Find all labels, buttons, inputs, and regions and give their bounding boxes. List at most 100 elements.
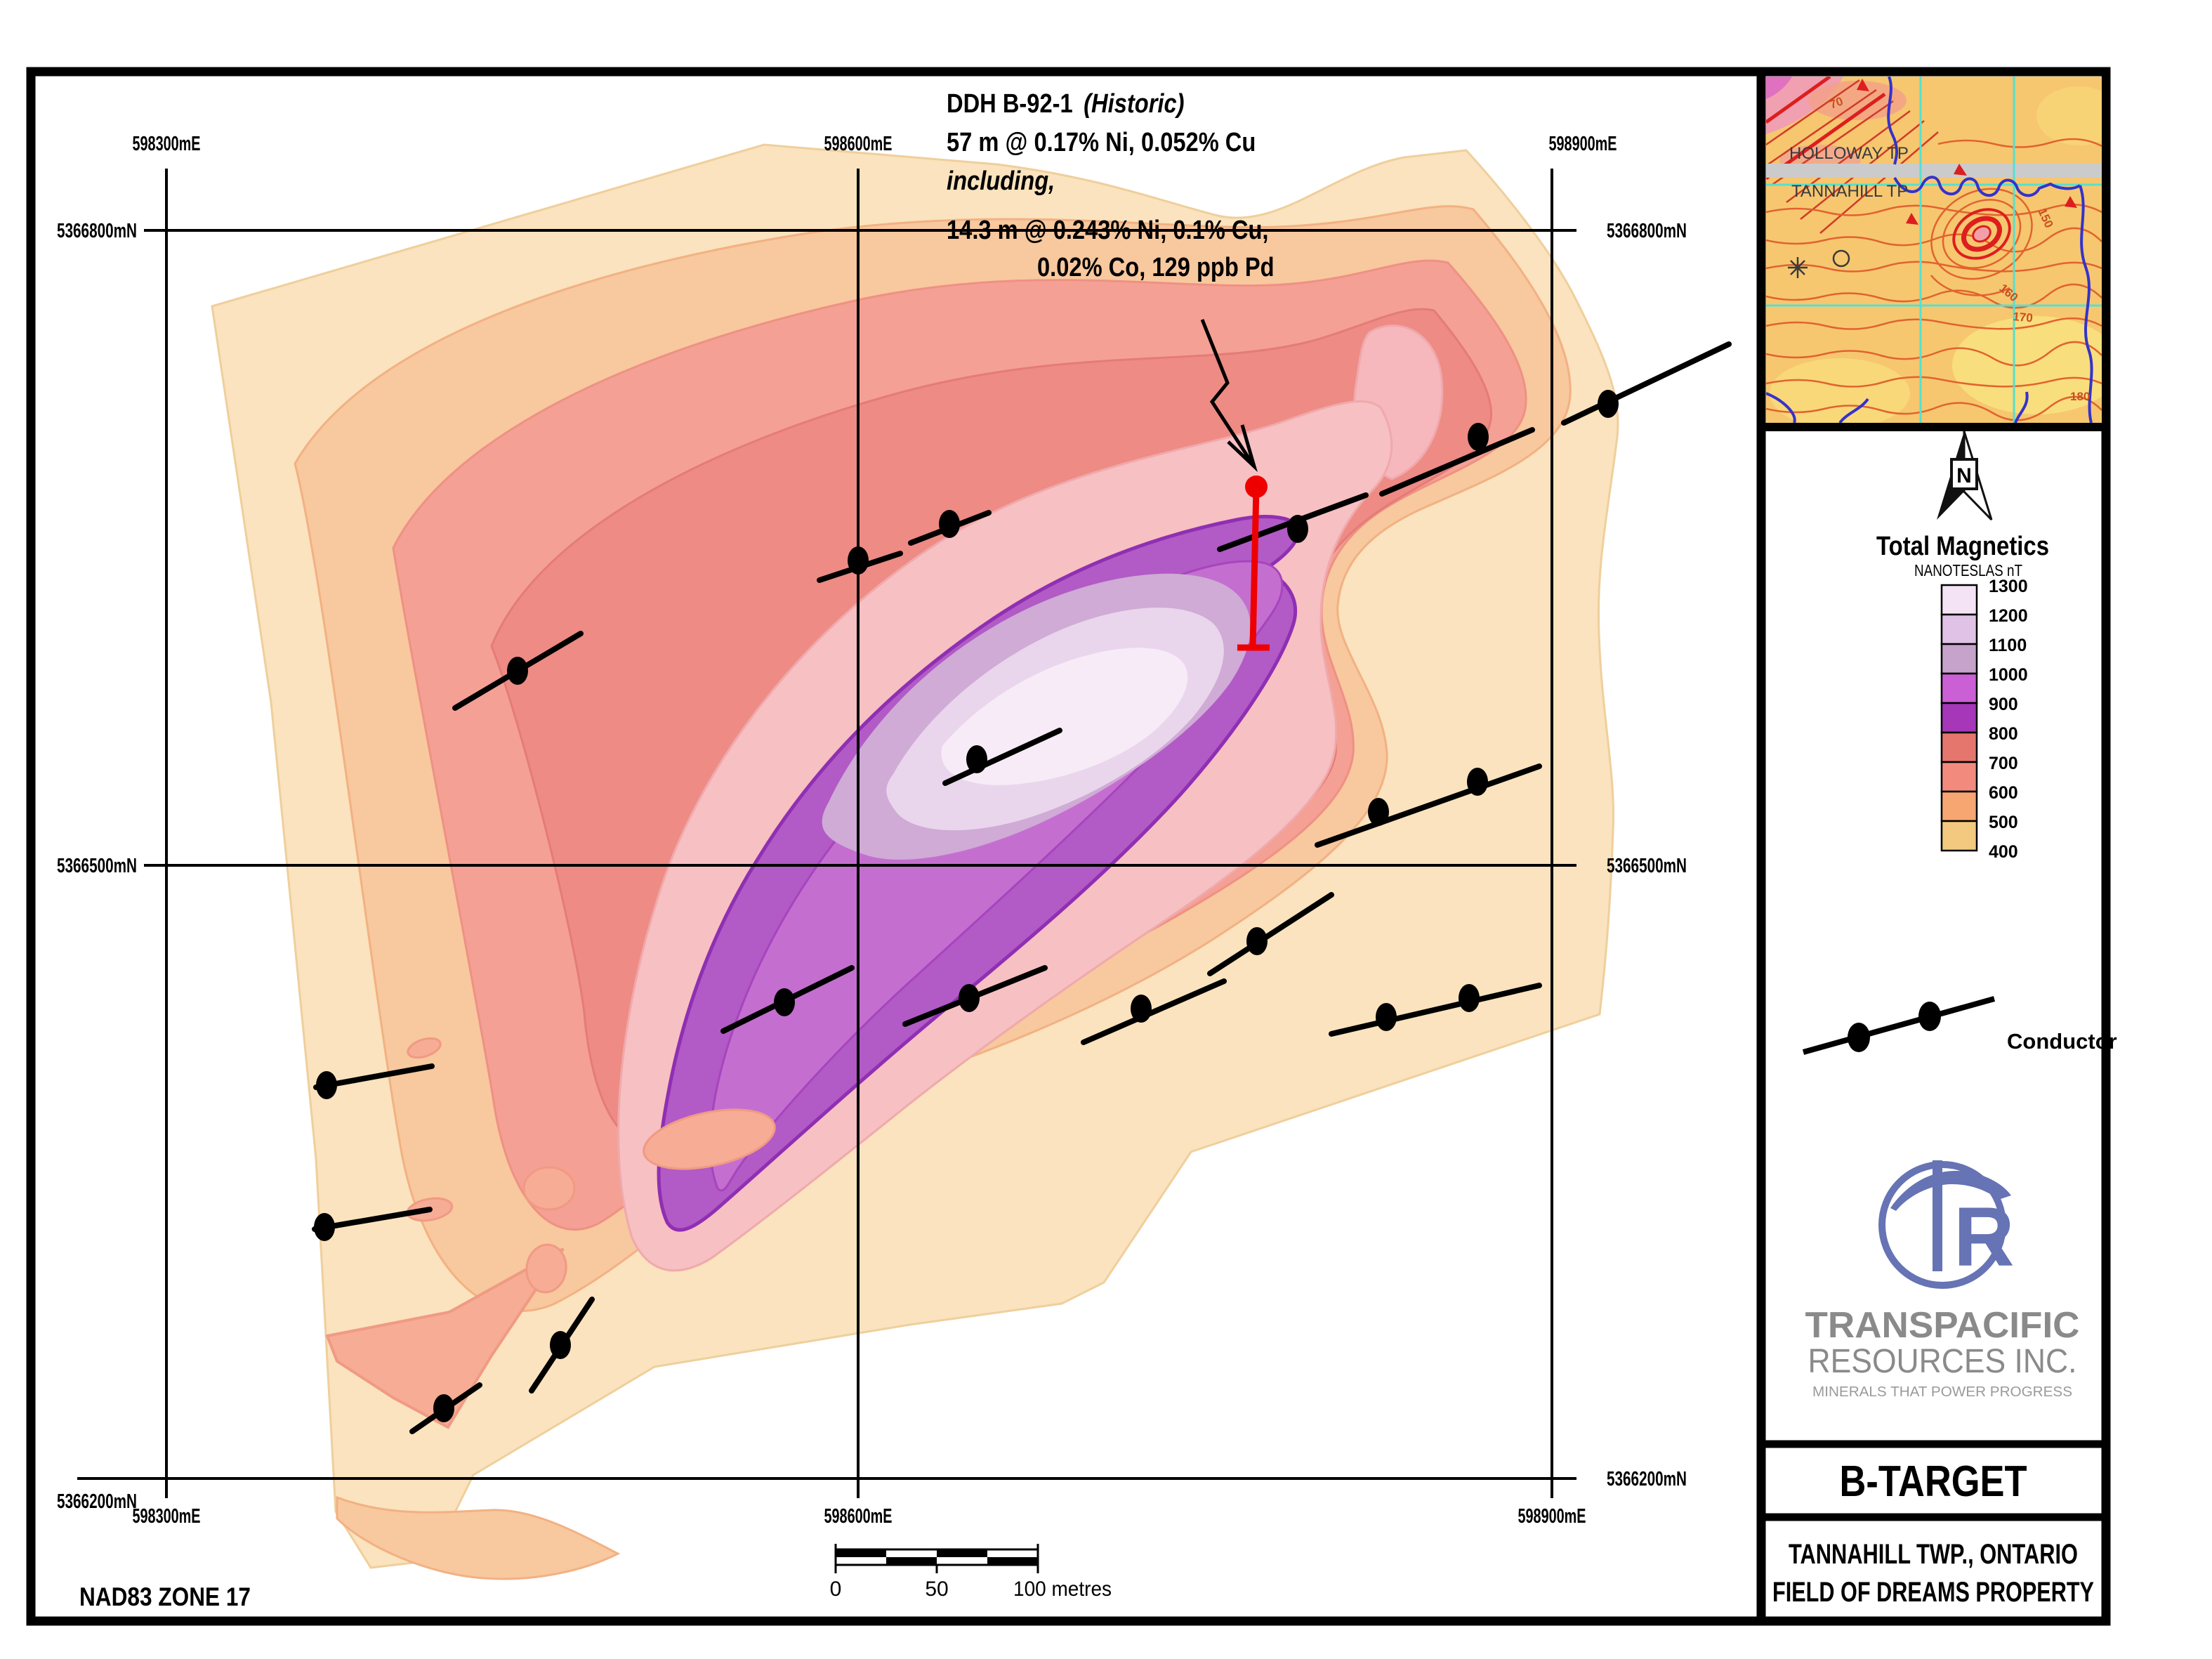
map-subtitle-property: FIELD OF DREAMS PROPERTY — [1772, 1577, 2094, 1608]
conductor-dot — [314, 1213, 335, 1241]
drillhole-trace — [1249, 486, 1260, 648]
inset-low-mag-patch — [1770, 358, 1910, 423]
ddh-annotation: DDH B-92-1 (Historic) 57 m @ 0.17% Ni, 0.… — [947, 88, 1275, 282]
legend-swatch-700 — [1940, 761, 1978, 793]
inset-high-mag-patch — [1808, 81, 1907, 120]
conductor-legend-line — [1802, 996, 1996, 1055]
scale-seg — [987, 1557, 1038, 1565]
scale-label-0: 0 — [830, 1578, 842, 1601]
annotation-intercept: 57 m @ 0.17% Ni, 0.052% Cu — [947, 127, 1256, 157]
conductor-dot — [433, 1394, 454, 1422]
conductor-dot — [939, 510, 960, 538]
annotation-hole-id: DDH B-92-1 — [947, 88, 1073, 119]
easting-label-top: 598600mE — [824, 133, 893, 155]
pickaxe-icon — [1890, 1170, 2011, 1211]
inset-label-tannahill: TANNAHILL TP — [1791, 182, 1908, 201]
conductor-line — [1561, 341, 1732, 426]
legend-swatch-1200 — [1940, 613, 1978, 645]
conductors — [312, 341, 1732, 1434]
anomaly-blob — [643, 1108, 776, 1170]
easting-label-bottom: 598300mE — [133, 1505, 201, 1528]
logo-name-line2: RESOURCES INC. — [1808, 1343, 2077, 1380]
scale-seg — [836, 1557, 886, 1565]
inset-label-holloway: HOLLOWAY TP — [1789, 144, 1909, 163]
conductor-dot — [966, 745, 987, 773]
conductor-line — [1081, 978, 1227, 1045]
scale-label-50: 50 — [925, 1578, 948, 1601]
inset-bullseye-anomaly — [1930, 188, 2033, 280]
easting-label-bottom: 598900mE — [1518, 1505, 1586, 1528]
scale-seg — [836, 1549, 886, 1557]
annotation-title: DDH B-92-1 (Historic) — [947, 88, 1185, 119]
inset-contour-value: 170 — [2013, 310, 2034, 324]
conductor-line — [1379, 427, 1535, 497]
datum-label: NAD83 ZONE 17 — [79, 1582, 251, 1611]
easting-label-bottom: 598600mE — [824, 1505, 893, 1528]
legend-swatch-600 — [1940, 790, 1978, 822]
conductor-dot — [1459, 984, 1480, 1012]
map-title: B-TARGET — [1840, 1457, 2027, 1506]
logo-monogram: R — [1954, 1190, 2015, 1284]
north-arrow-label: N — [1956, 464, 1972, 487]
inset-contours — [1766, 138, 2102, 421]
inset-high-mag-core — [1766, 77, 1792, 99]
conductor-dot — [1368, 798, 1389, 826]
utm-grid: 598300mE 598300mE 598600mE 598600mE 598900mE… — [57, 133, 1687, 1528]
legend-swatch-1300 — [1940, 584, 1978, 616]
leader-line — [1200, 319, 1256, 468]
legend-units: NANOTESLAS nT — [1914, 561, 2022, 579]
magnetics-legend: Total Magnetics NANOTESLAS nT 1300 1200 … — [1876, 532, 2049, 862]
legend-value: 400 — [1989, 842, 2018, 862]
conductor-dot — [848, 546, 869, 575]
conductor-dot — [1287, 515, 1308, 543]
northing-label-right: 5366500mN — [1607, 855, 1687, 877]
conductor-legend-dot — [1848, 1023, 1870, 1052]
legend-value: 1300 — [1989, 577, 2028, 596]
map-subtitle-location: TANNAHILL TWP., ONTARIO — [1789, 1539, 2078, 1570]
magnetic-contours — [211, 143, 1619, 1580]
legend-value: 800 — [1989, 724, 2018, 744]
scale-bar: 0 50 100 metres — [830, 1544, 1112, 1601]
annotation-including: including, — [947, 166, 1055, 196]
conductor-line — [942, 728, 1062, 786]
annotation-historic-tag: (Historic) — [1084, 88, 1184, 119]
conductor-dot — [1598, 390, 1619, 418]
legend-value: 1200 — [1989, 606, 2028, 626]
conductor-dot — [1376, 1003, 1397, 1031]
legend-title: Total Magnetics — [1876, 532, 2049, 561]
pickaxe-handle — [1933, 1179, 1942, 1271]
inset-border — [1757, 67, 2110, 431]
anomaly-orange-strip — [336, 1495, 621, 1580]
legend-value: 700 — [1989, 754, 2018, 773]
northing-label-left: 5366800mN — [57, 220, 137, 242]
drillhole-collar-dot — [1245, 476, 1268, 498]
conductor-dot — [774, 988, 795, 1016]
conductor-dot — [1468, 423, 1489, 451]
conductor-dot — [1131, 995, 1152, 1023]
scale-label-100: 100 metres — [1013, 1578, 1112, 1601]
logo-name-line1: TRANSPACIFIC — [1805, 1305, 2080, 1346]
scale-seg — [886, 1549, 937, 1557]
conductor-dot — [959, 984, 980, 1012]
inset-low-mag-patch — [2036, 86, 2102, 145]
legend-swatch-1000 — [1940, 672, 1978, 704]
legend-value: 600 — [1989, 783, 2018, 803]
conductor-dot — [1467, 768, 1488, 796]
conductor-legend-label: Conductor — [2007, 1029, 2117, 1054]
map-panel: 598300mE 598300mE 598600mE 598600mE 598900mE… — [26, 67, 1766, 1626]
conductor-line — [1207, 892, 1334, 976]
anomaly-blob — [525, 1243, 567, 1294]
conductor-legend: Conductor — [1802, 996, 2117, 1055]
inset-bold-contour — [1766, 77, 1831, 124]
north-arrow: N — [1937, 431, 1993, 521]
annotation-sub-intercept2: 0.02% Co, 129 ppb Pd — [1037, 252, 1275, 282]
inset-contour-value: 180 — [2070, 390, 2090, 403]
inset-rivers — [1766, 77, 2093, 423]
inset-location-map: HOLLOWAY TP TANNAHILL TP 70 150 160 170 … — [1757, 67, 2110, 431]
company-logo: R TRANSPACIFIC RESOURCES INC. MINERALS T… — [1805, 1160, 2080, 1400]
legend-swatch-800 — [1940, 731, 1978, 763]
scale-seg — [987, 1549, 1038, 1557]
conductor-legend-dot — [1918, 1002, 1941, 1031]
